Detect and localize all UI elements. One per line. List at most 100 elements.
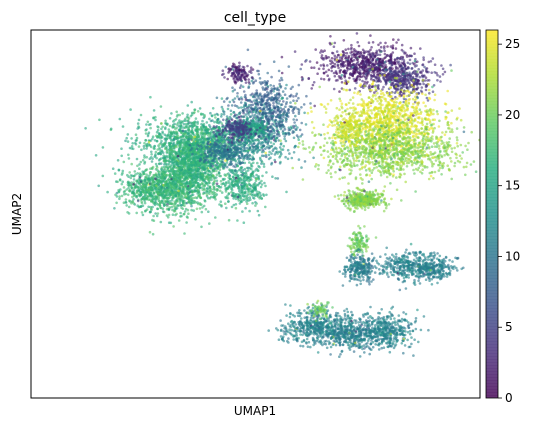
scatter-point — [189, 124, 192, 128]
scatter-point — [211, 183, 215, 187]
scatter-point — [242, 111, 245, 115]
scatter-point — [195, 141, 199, 144]
scatter-point — [175, 110, 178, 114]
scatter-point — [185, 173, 189, 177]
scatter-point — [192, 149, 196, 153]
scatter-point — [172, 165, 176, 168]
scatter-point — [101, 174, 105, 178]
scatter-point — [231, 192, 235, 195]
scatter-point — [189, 134, 193, 138]
scatter-point — [160, 145, 164, 149]
scatter-point — [164, 119, 167, 123]
scatter-point — [284, 102, 288, 106]
scatter-point — [130, 162, 133, 166]
scatter-point — [199, 162, 203, 166]
scatter-point — [145, 173, 148, 176]
scatter-point — [270, 75, 273, 79]
scatter-point — [269, 92, 273, 95]
scatter-point — [169, 142, 173, 145]
scatter-point — [184, 125, 188, 129]
scatter-point — [192, 141, 196, 145]
scatter-point — [139, 180, 143, 183]
scatter-point — [173, 131, 177, 134]
scatter-point — [176, 204, 180, 207]
scatter-point — [280, 76, 283, 80]
scatter-point — [94, 154, 98, 157]
scatter-point — [131, 147, 135, 151]
scatter-point — [173, 190, 176, 193]
scatter-point — [227, 172, 230, 175]
scatter-point — [286, 109, 290, 113]
scatter-point — [219, 185, 223, 189]
scatter-point — [203, 188, 206, 191]
scatter-point — [265, 105, 269, 109]
scatter-point — [146, 195, 150, 199]
scatter-point — [179, 135, 183, 139]
scatter-point — [205, 175, 209, 178]
scatter-point — [163, 190, 166, 193]
scatter-point — [269, 84, 273, 87]
scatter-point — [228, 100, 232, 104]
scatter-point — [246, 48, 250, 52]
scatter-point — [186, 104, 190, 107]
scatter-point — [158, 203, 161, 206]
scatter-point — [285, 83, 288, 87]
scatter-point — [139, 113, 143, 117]
scatter-point — [136, 199, 140, 203]
scatter-point — [251, 114, 254, 117]
scatter-point — [145, 184, 148, 187]
scatter-point — [192, 156, 196, 159]
scatter-point — [126, 133, 130, 136]
scatter-point — [124, 198, 128, 201]
scatter-point — [164, 138, 168, 141]
scatter-point — [101, 146, 105, 149]
scatter-point — [141, 159, 145, 162]
scatter-point — [252, 196, 255, 199]
scatter-point — [233, 153, 236, 157]
scatter-point — [165, 194, 169, 197]
scatter-point — [183, 232, 186, 235]
scatter-point — [175, 212, 178, 216]
scatter-point — [189, 202, 193, 206]
scatter-point — [250, 165, 254, 168]
scatter-point — [285, 117, 288, 121]
scatter-point — [276, 105, 280, 109]
scatter-point — [195, 147, 199, 151]
scatter-point — [235, 147, 239, 151]
scatter-point — [172, 137, 176, 141]
scatter-point — [156, 188, 159, 192]
scatter-point — [130, 137, 133, 140]
scatter-point — [160, 166, 164, 169]
scatter-point — [178, 201, 182, 205]
scatter-point — [143, 156, 146, 159]
scatter-point — [206, 142, 210, 145]
scatter-point — [163, 167, 167, 171]
scatter-point — [106, 190, 109, 194]
scatter-point — [257, 97, 261, 100]
scatter-point — [266, 141, 270, 145]
scatter-point — [138, 141, 142, 145]
scatter-point — [141, 204, 145, 207]
scatter-point — [189, 131, 192, 134]
scatter-point — [238, 193, 241, 197]
scatter-point — [260, 159, 263, 163]
scatter-point — [309, 102, 312, 105]
scatter-point — [267, 93, 270, 96]
scatter-point — [213, 113, 216, 117]
scatter-point — [149, 126, 152, 130]
scatter-point — [254, 204, 257, 207]
scatter-point — [158, 175, 161, 178]
scatter-point — [127, 186, 130, 190]
scatter-point — [164, 165, 168, 168]
scatter-point — [247, 169, 250, 172]
scatter-point — [134, 139, 138, 142]
scatter-point — [275, 129, 279, 133]
scatter-point — [272, 142, 276, 146]
scatter-point — [225, 206, 228, 210]
scatter-point — [227, 200, 230, 203]
scatter-point — [205, 182, 209, 185]
scatter-point — [173, 209, 177, 213]
scatter-point — [123, 193, 126, 196]
scatter-point — [166, 216, 170, 219]
scatter-point — [150, 199, 153, 203]
